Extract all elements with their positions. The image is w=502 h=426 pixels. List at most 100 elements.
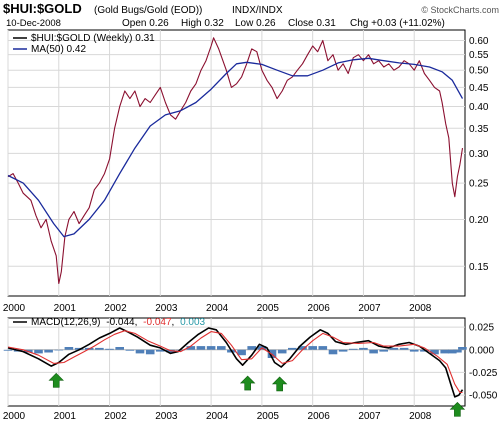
histogram-bar <box>338 349 348 352</box>
green-up-arrow-icon <box>449 401 466 417</box>
histogram-bar <box>105 348 114 350</box>
green-up-arrow-icon <box>48 372 64 388</box>
change-label: Chg +0.03 (+11.02%) <box>350 18 445 29</box>
ma-legend-label: MA(50) 0.42 <box>31 44 86 55</box>
description-label: (Gold Bugs/Gold (EOD)) <box>94 5 202 16</box>
price-line <box>7 37 464 285</box>
histogram-legend-value: 0.003 <box>180 317 205 328</box>
histogram-bar <box>298 346 307 350</box>
histogram-bar <box>349 348 358 350</box>
x-tick-label-top: 2004 <box>206 303 229 314</box>
macd-panel-frame <box>7 317 466 407</box>
price-y-tick-label: 0.20 <box>469 215 489 226</box>
green-up-arrow-icon <box>271 376 288 392</box>
x-tick-label-top: 2006 <box>308 303 331 314</box>
x-tick-label-top: 2001 <box>54 303 77 314</box>
macd-panel: 0.025 0.000 -0.025 -0.050 MACD(12,26,9) -0.… <box>3 317 498 417</box>
histogram-bar <box>288 347 297 350</box>
x-tick-label-bottom: 2002 <box>104 411 127 422</box>
histogram-bar <box>135 349 145 354</box>
price-y-tick-label: 0.40 <box>469 102 489 113</box>
x-tick-label-top: 2008 <box>409 303 432 314</box>
histogram-bar <box>34 349 43 354</box>
date-label: 10-Dec-2008 <box>6 18 61 29</box>
histogram-bar <box>74 347 84 350</box>
price-y-tick-label: 0.30 <box>469 149 489 160</box>
histogram-bar <box>217 346 226 350</box>
macd-legend-value: -0.044 <box>106 317 135 328</box>
histogram-bar <box>359 347 368 350</box>
macd-y-tick-label: -0.050 <box>469 391 498 402</box>
histogram-bar <box>206 346 216 350</box>
x-tick-label-bottom: 2000 <box>3 411 26 422</box>
x-axis-bottom: 2000 2001 2002 2003 2004 2005 2006 2007 2008 <box>3 411 432 422</box>
open-label: Open 0.26 <box>122 18 169 29</box>
histogram-bar <box>389 347 399 350</box>
x-tick-label-bottom: 2006 <box>308 411 331 422</box>
x-tick-label-top: 2005 <box>257 303 280 314</box>
price-grid <box>7 30 465 296</box>
x-tick-label-bottom: 2008 <box>409 411 432 422</box>
macd-y-tick-label: 0.000 <box>469 345 494 356</box>
macd-legend-text: MACD(12,26,9) -0.044, -0.047, 0.003 <box>31 317 206 328</box>
macd-series-group <box>7 327 464 398</box>
macd-legend: MACD(12,26,9) -0.044, -0.047, 0.003 <box>13 317 206 328</box>
price-y-tick-label: 0.35 <box>469 124 489 135</box>
histogram-bar <box>277 349 287 354</box>
histogram-bar <box>156 349 165 352</box>
price-y-tick-label: 0.55 <box>469 50 489 61</box>
x-tick-label-top: 2002 <box>104 303 127 314</box>
histogram-bar <box>399 347 409 350</box>
histogram-bar <box>440 349 449 354</box>
price-series-group <box>7 37 464 285</box>
macd-grid <box>7 318 465 406</box>
x-tick-label-bottom: 2001 <box>54 411 77 422</box>
signal-line <box>7 330 463 393</box>
chart-header: $HUI:$GOLD (Gold Bugs/Gold (EOD)) INDX/I… <box>3 1 499 29</box>
histogram-bar <box>145 349 155 355</box>
histogram-bar <box>430 349 439 355</box>
price-y-tick-label: 0.45 <box>469 83 489 94</box>
signal-legend-value: -0.047 <box>143 317 172 328</box>
watermark-label: © StockCharts.com <box>421 5 499 15</box>
histogram-bar <box>3 349 13 351</box>
histogram-bar <box>379 349 388 352</box>
histogram-bar <box>115 347 124 350</box>
histogram-bar <box>186 346 196 350</box>
price-legend: $HUI:$GOLD (Weekly) 0.31 MA(50) 0.42 <box>13 33 155 55</box>
histogram-bar <box>458 347 467 350</box>
histogram-bar <box>44 349 53 353</box>
price-y-tick-label: 0.25 <box>469 179 489 190</box>
macd-annotations <box>48 372 466 417</box>
histogram-bar <box>328 349 338 355</box>
x-axis-top: 2000 2001 2002 2003 2004 2005 2006 2007 2008 <box>3 303 432 314</box>
x-tick-label-bottom: 2003 <box>155 411 178 422</box>
macd-y-axis: 0.025 0.000 -0.025 -0.050 <box>469 323 498 402</box>
close-label: Close 0.31 <box>288 18 336 29</box>
histogram-bar <box>409 349 419 352</box>
symbol-label: $HUI:$GOLD <box>3 1 82 16</box>
ma-line <box>7 57 464 238</box>
x-tick-label-bottom: 2004 <box>206 411 229 422</box>
low-label: Low 0.26 <box>235 18 276 29</box>
histogram-bar <box>247 346 256 350</box>
histogram-bar <box>64 347 74 350</box>
histogram-bar <box>95 347 104 350</box>
histogram-bar <box>54 349 64 351</box>
price-y-tick-label: 0.60 <box>469 36 489 47</box>
price-legend-label: $HUI:$GOLD (Weekly) 0.31 <box>31 33 155 44</box>
macd-line <box>7 327 464 398</box>
macd-legend-prefix: MACD(12,26,9) <box>31 317 100 328</box>
histogram-bar <box>369 349 378 354</box>
x-tick-label-top: 2003 <box>155 303 178 314</box>
macd-y-tick-label: 0.025 <box>469 323 494 334</box>
histogram-bar <box>453 349 462 353</box>
price-panel-frame <box>7 29 466 297</box>
histogram-bar <box>237 349 246 356</box>
price-y-tick-label: 0.50 <box>469 66 489 77</box>
high-label: High 0.32 <box>181 18 224 29</box>
green-up-arrow-icon <box>239 375 256 391</box>
exchange-label: INDX/INDX <box>232 5 283 16</box>
macd-y-tick-label: -0.025 <box>469 368 498 379</box>
